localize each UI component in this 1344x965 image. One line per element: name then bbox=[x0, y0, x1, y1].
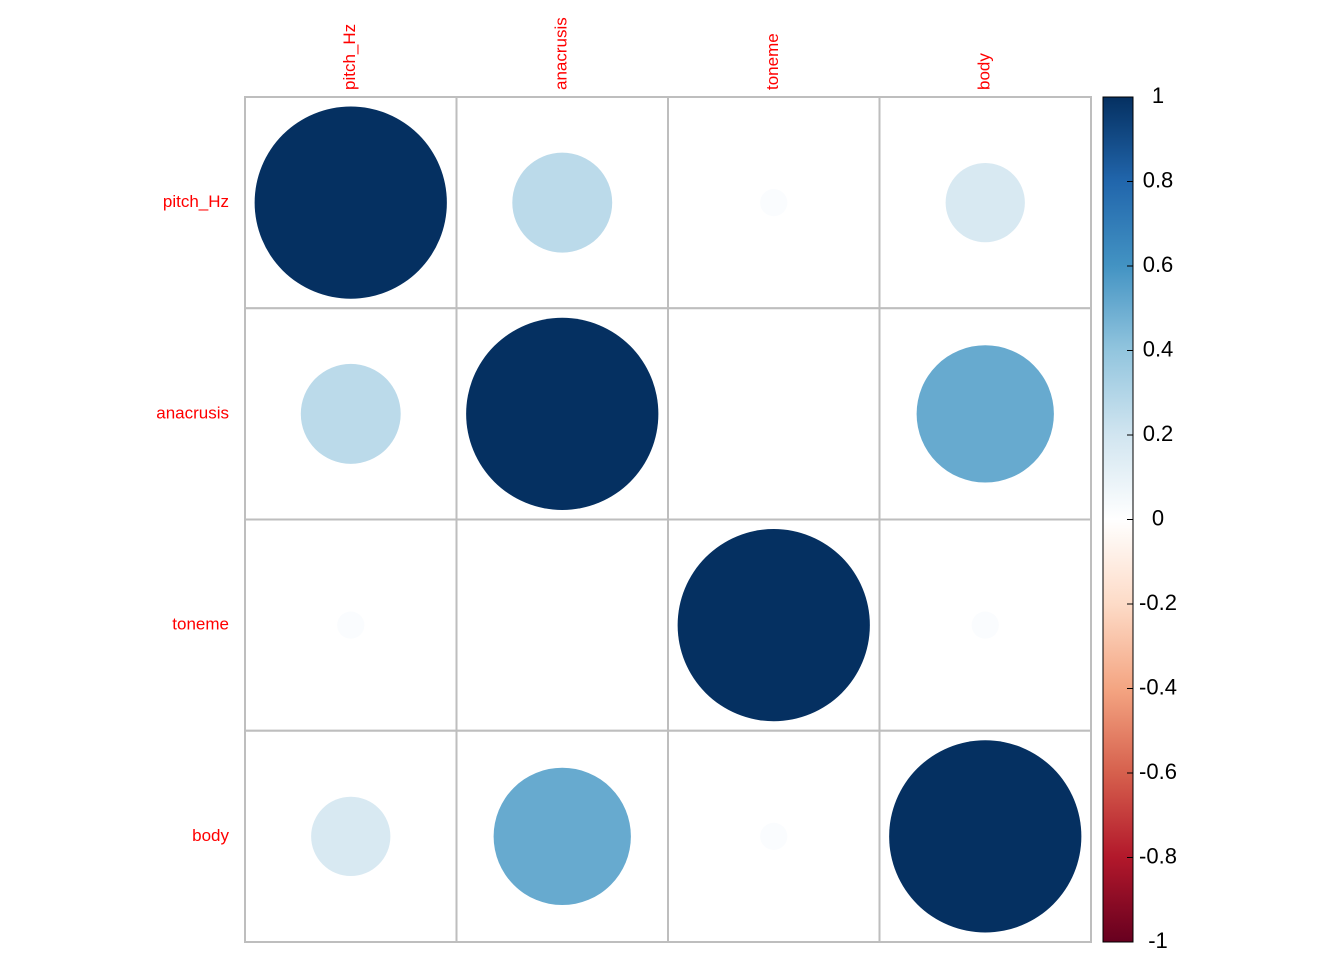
column-label: anacrusis bbox=[552, 17, 571, 90]
corr-circle bbox=[889, 740, 1082, 933]
corr-circle bbox=[945, 162, 1025, 243]
corr-circle bbox=[300, 363, 401, 464]
colorbar-tick-label: -0.2 bbox=[1139, 590, 1177, 615]
corr-circle bbox=[677, 529, 870, 722]
corr-circle bbox=[337, 611, 365, 639]
colorbar-tick-label: -0.8 bbox=[1139, 843, 1177, 868]
corr-circle bbox=[971, 611, 999, 639]
column-label: body bbox=[975, 53, 994, 90]
colorbar-tick-label: 0.2 bbox=[1143, 421, 1174, 446]
corr-circle bbox=[466, 317, 659, 510]
corr-circle bbox=[493, 767, 631, 906]
colorbar-tick-label: 0 bbox=[1152, 505, 1164, 530]
row-label: pitch_Hz bbox=[163, 192, 229, 211]
colorbar-tick-label: -1 bbox=[1148, 928, 1168, 953]
colorbar-tick-label: -0.6 bbox=[1139, 759, 1177, 784]
corr-circle bbox=[311, 796, 391, 877]
column-label: pitch_Hz bbox=[340, 24, 359, 90]
colorbar-tick-label: -0.4 bbox=[1139, 674, 1177, 699]
colorbar-tick-label: 0.6 bbox=[1143, 252, 1174, 277]
corr-circle bbox=[760, 189, 788, 217]
colorbar-tick-label: 0.8 bbox=[1143, 167, 1174, 192]
row-label: toneme bbox=[172, 615, 229, 634]
colorbar-tick-label: 0.4 bbox=[1143, 336, 1174, 361]
corr-circle bbox=[254, 106, 447, 299]
colorbar-tick-label: 1 bbox=[1152, 83, 1164, 108]
row-label: body bbox=[192, 826, 229, 845]
corr-circle bbox=[760, 822, 788, 850]
corr-circle bbox=[916, 345, 1054, 483]
row-label: anacrusis bbox=[156, 403, 229, 422]
cell bbox=[455, 518, 669, 732]
cell bbox=[667, 307, 881, 521]
column-label: toneme bbox=[763, 33, 782, 90]
corr-circle bbox=[512, 152, 613, 253]
